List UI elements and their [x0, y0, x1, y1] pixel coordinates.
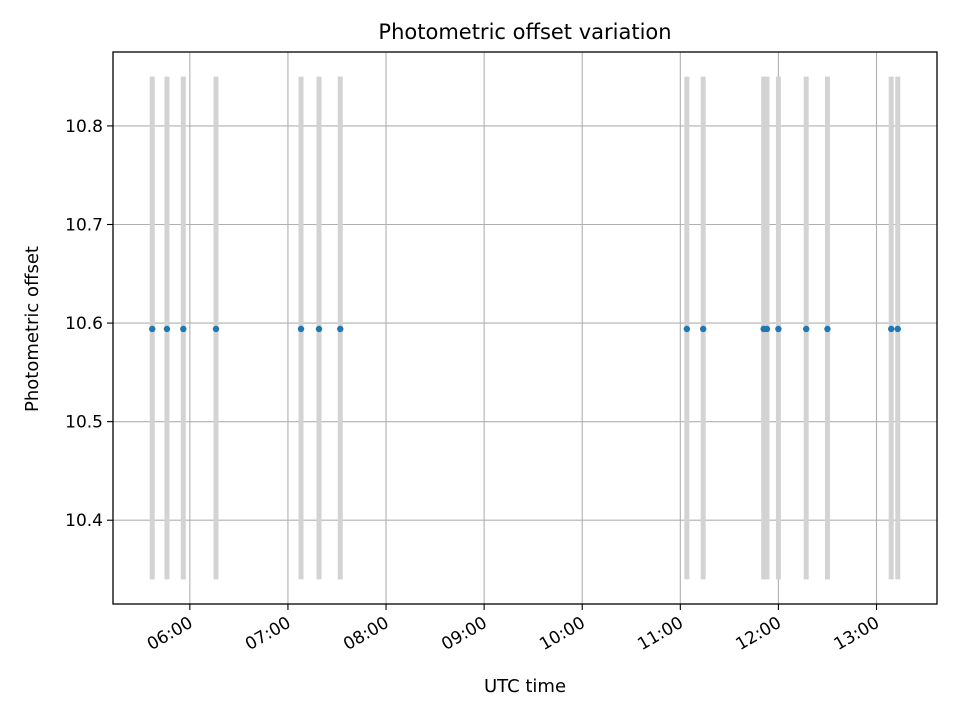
y-tick-label: 10.4: [65, 511, 103, 531]
chart-title: Photometric offset variation: [378, 20, 671, 44]
data-point: [315, 325, 323, 333]
data-point: [894, 325, 901, 333]
data-point: [212, 325, 220, 333]
data-point: [163, 325, 171, 333]
y-tick-label: 10.7: [65, 216, 103, 236]
data-point: [888, 325, 895, 333]
y-tick-label: 10.6: [65, 314, 103, 334]
data-point: [775, 325, 782, 333]
data-point: [700, 325, 707, 333]
data-point: [149, 325, 156, 333]
y-tick-label: 10.8: [65, 117, 103, 137]
y-tick-label: 10.5: [65, 413, 103, 433]
y-axis-label: Photometric offset: [22, 246, 43, 412]
grid: [113, 52, 937, 604]
data-point: [180, 325, 187, 333]
data-point: [337, 325, 344, 333]
x-axis-label: UTC time: [484, 676, 566, 697]
plot-area-frame: [112, 51, 938, 605]
data-point: [683, 325, 691, 333]
data-point: [824, 325, 831, 333]
data-point: [763, 325, 771, 333]
data-point: [803, 325, 810, 333]
data-points: [149, 325, 901, 333]
data-point: [297, 325, 305, 333]
